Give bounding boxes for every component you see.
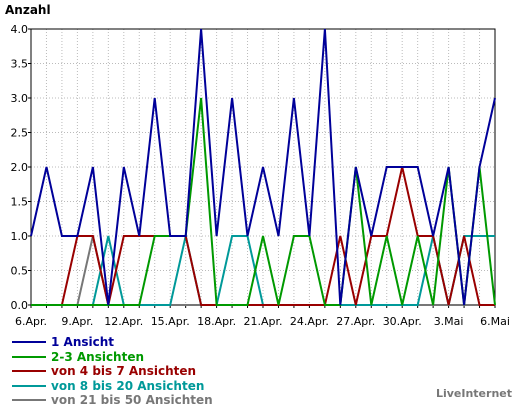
legend-swatch-8-20-ansichten — [12, 384, 46, 387]
y-tick-label: 0.0 — [11, 299, 29, 312]
y-tick-label: 4.0 — [11, 23, 29, 36]
legend-item-2-3-ansichten: 2-3 Ansichten — [12, 350, 213, 365]
brand-watermark: LiveInternet — [435, 387, 512, 400]
y-tick-label: 3.5 — [11, 58, 29, 71]
x-tick-label: 24.Apr. — [290, 315, 329, 328]
legend-label-21-50-ansichten: von 21 bis 50 Ansichten — [51, 393, 213, 407]
legend-label-2-3-ansichten: 2-3 Ansichten — [51, 349, 145, 364]
legend-swatch-2-3-ansichten — [12, 355, 46, 358]
series-line-1-ansicht — [30, 28, 496, 306]
y-tick-label: 1.0 — [11, 230, 29, 243]
x-tick-label: 21.Apr. — [243, 315, 282, 328]
legend-label-4-7-ansichten: von 4 bis 7 Ansichten — [51, 364, 197, 378]
legend-label-8-20-ansichten: von 8 bis 20 Ansichten — [51, 378, 205, 393]
x-tick-label: 6.Apr. — [15, 315, 47, 328]
legend-item-21-50-ansichten: von 21 bis 50 Ansichten — [12, 393, 213, 408]
y-tick-label: 2.0 — [11, 161, 29, 174]
x-tick-label: 9.Apr. — [61, 315, 93, 328]
legend-swatch-1-ansicht — [12, 341, 46, 344]
line-chart: 0.0 0.5 1.0 1.5 2.0 2.5 3.0 3.5 4.0 6.Apr. 9.Apr. 1… — [11, 23, 510, 328]
legend-label-1-ansicht: 1 Ansicht — [51, 335, 115, 349]
legend-item-8-20-ansichten: von 8 bis 20 Ansichten — [12, 379, 213, 394]
x-tick-label: 18.Apr. — [197, 315, 236, 328]
legend-item-1-ansicht: 1 Ansicht — [12, 335, 213, 350]
x-tick-label: 15.Apr. — [151, 315, 190, 328]
y-tick-label: 0.5 — [11, 265, 29, 278]
legend-swatch-4-7-ansichten — [12, 370, 46, 373]
x-tick-label: 12.Apr. — [104, 315, 143, 328]
y-tick-label: 2.5 — [11, 127, 29, 140]
x-tick-label: 3.Mai — [434, 315, 464, 328]
x-tick-label: 6.Mai — [480, 315, 510, 328]
y-tick-label: 3.0 — [11, 92, 29, 105]
x-tick-label: 27.Apr. — [336, 315, 375, 328]
y-tick-label: 1.5 — [11, 196, 29, 209]
legend-swatch-21-50-ansichten — [12, 399, 46, 402]
chart-legend: 1 Ansicht 2-3 Ansichten von 4 bis 7 Ansi… — [12, 335, 213, 408]
y-axis-title: Anzahl — [5, 3, 51, 17]
x-tick-label: 30.Apr. — [383, 315, 422, 328]
legend-item-4-7-ansichten: von 4 bis 7 Ansichten — [12, 364, 213, 379]
